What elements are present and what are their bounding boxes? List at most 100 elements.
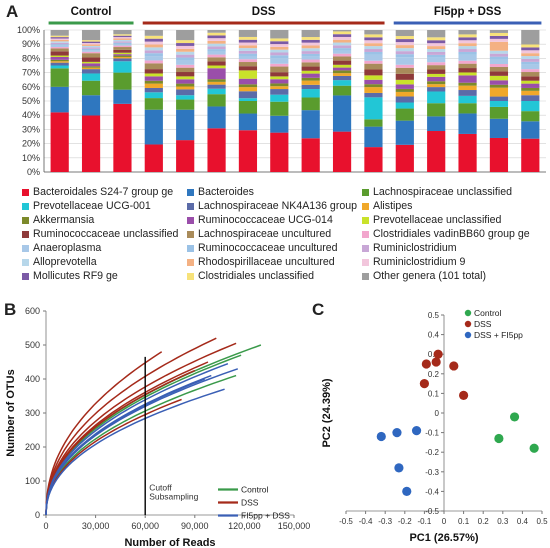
bar-segment — [50, 68, 69, 87]
legend-item: Lachnospiraceae NK4A136 group — [187, 200, 362, 213]
scatter-point — [433, 349, 443, 359]
bar-segment — [270, 38, 289, 42]
bar-segment — [395, 42, 414, 46]
bar-segment — [332, 75, 352, 81]
bar-segment — [332, 85, 352, 96]
legend-label: Alistipes — [373, 200, 413, 212]
bar-segment — [301, 84, 320, 90]
legend-label: Prevotellaceae UCG-001 — [33, 200, 151, 212]
bar-segment — [489, 80, 509, 85]
bar-segment — [521, 83, 540, 88]
bar-segment — [81, 61, 101, 64]
legend-swatch — [362, 217, 369, 224]
bar-segment — [364, 46, 383, 50]
bar-segment — [395, 79, 414, 85]
legend-label: Lachnospiraceae NK4A136 group — [198, 200, 358, 212]
bar-segment — [521, 69, 540, 73]
bar-segment — [458, 103, 477, 114]
bar-segment — [176, 57, 195, 61]
bar-segment — [238, 84, 258, 88]
y-tick-label: 50% — [22, 96, 40, 106]
bar-segment — [427, 84, 446, 88]
bar-segment — [207, 30, 226, 33]
bar-segment — [270, 66, 289, 73]
y-tick-label: 0 — [435, 409, 440, 418]
bar-segment — [113, 89, 132, 104]
bar-segment — [50, 62, 69, 66]
legend-marker — [464, 320, 472, 328]
rarefaction-curve — [45, 374, 212, 516]
bar-segment — [207, 81, 226, 85]
legend-item: Prevotellaceae UCG-001 — [22, 200, 187, 213]
bar-segment — [332, 39, 352, 43]
bar-segment — [521, 64, 540, 70]
bar-segment — [50, 44, 69, 46]
bar-segment — [238, 87, 258, 92]
cutoff-label: Cutoff — [149, 483, 172, 493]
group-label: Control — [71, 6, 112, 18]
bar-segment — [395, 67, 414, 74]
legend-item: Clostridiales vadinBB60 group ge — [362, 228, 547, 241]
bar-segment — [81, 30, 101, 41]
legend-label: Akkermansia — [33, 214, 95, 226]
legend-label: DSS + FI5pp — [474, 330, 523, 340]
bar-segment — [144, 60, 163, 64]
bar-segment — [301, 66, 320, 71]
bar-segment — [176, 86, 195, 90]
bar-segment — [238, 45, 258, 49]
bar-segment — [270, 72, 289, 77]
bar-segment — [81, 80, 101, 96]
bar-segment — [332, 50, 352, 54]
bar-segment — [332, 131, 352, 172]
bar-segment — [81, 115, 101, 172]
bar-segment — [364, 34, 383, 38]
bar-segment — [81, 95, 101, 116]
bar-segment — [207, 88, 226, 95]
bar-segment — [427, 40, 446, 44]
bar-segment — [207, 65, 226, 69]
bar-segment — [113, 56, 132, 59]
legend-item: Ruminiclostridium 9 — [362, 256, 547, 269]
rarefaction-curve — [45, 351, 163, 516]
bar-segment — [489, 75, 509, 81]
bar-segment — [207, 106, 226, 129]
bar-segment — [238, 56, 258, 60]
bar-segment — [521, 138, 540, 172]
bar-segment — [458, 85, 477, 91]
bar-segment — [489, 59, 509, 65]
bar-segment — [489, 56, 509, 60]
bar-segment — [113, 54, 132, 56]
y-tick-label: 30% — [22, 124, 40, 134]
rarefaction-curve — [45, 337, 217, 516]
legend-item: Rhodospirillaceae uncultured — [187, 256, 362, 269]
y-tick-label: 0% — [27, 167, 40, 177]
bar-segment — [50, 35, 69, 38]
bar-segment — [238, 42, 258, 46]
bar-segment — [364, 63, 383, 70]
bar-segment — [489, 41, 509, 51]
bar-segment — [395, 144, 414, 172]
pca-scatter-chart: -0.5 -0.4 -0.3 -0.2 -0.1 0 0.1 0.2 0.3 0.4 0.5 -0.5… — [321, 308, 548, 544]
legend-item: Ruminiclostridium — [362, 242, 547, 255]
legend-label: Ruminiclostridium 9 — [373, 256, 466, 268]
x-tick-label: 0.5 — [536, 517, 548, 526]
bar-segment — [81, 48, 101, 51]
bar-segment — [176, 67, 195, 73]
bar-segment — [238, 62, 258, 67]
bar-segment — [176, 79, 195, 84]
bar-segment — [489, 118, 509, 138]
x-tick-label: 0 — [43, 521, 48, 531]
bar-segment — [81, 63, 101, 67]
bar-segment — [332, 30, 352, 32]
legend-label: Control — [241, 485, 269, 495]
bar-segment — [113, 39, 132, 42]
bar-segment — [207, 68, 226, 80]
bar-segment — [81, 40, 101, 42]
y-tick-label: -0.1 — [425, 429, 439, 438]
bar-segment — [113, 35, 132, 38]
bar-segment — [332, 95, 352, 132]
bar-segment — [521, 111, 540, 122]
bar-segment — [521, 61, 540, 65]
bar-segment — [301, 73, 320, 78]
